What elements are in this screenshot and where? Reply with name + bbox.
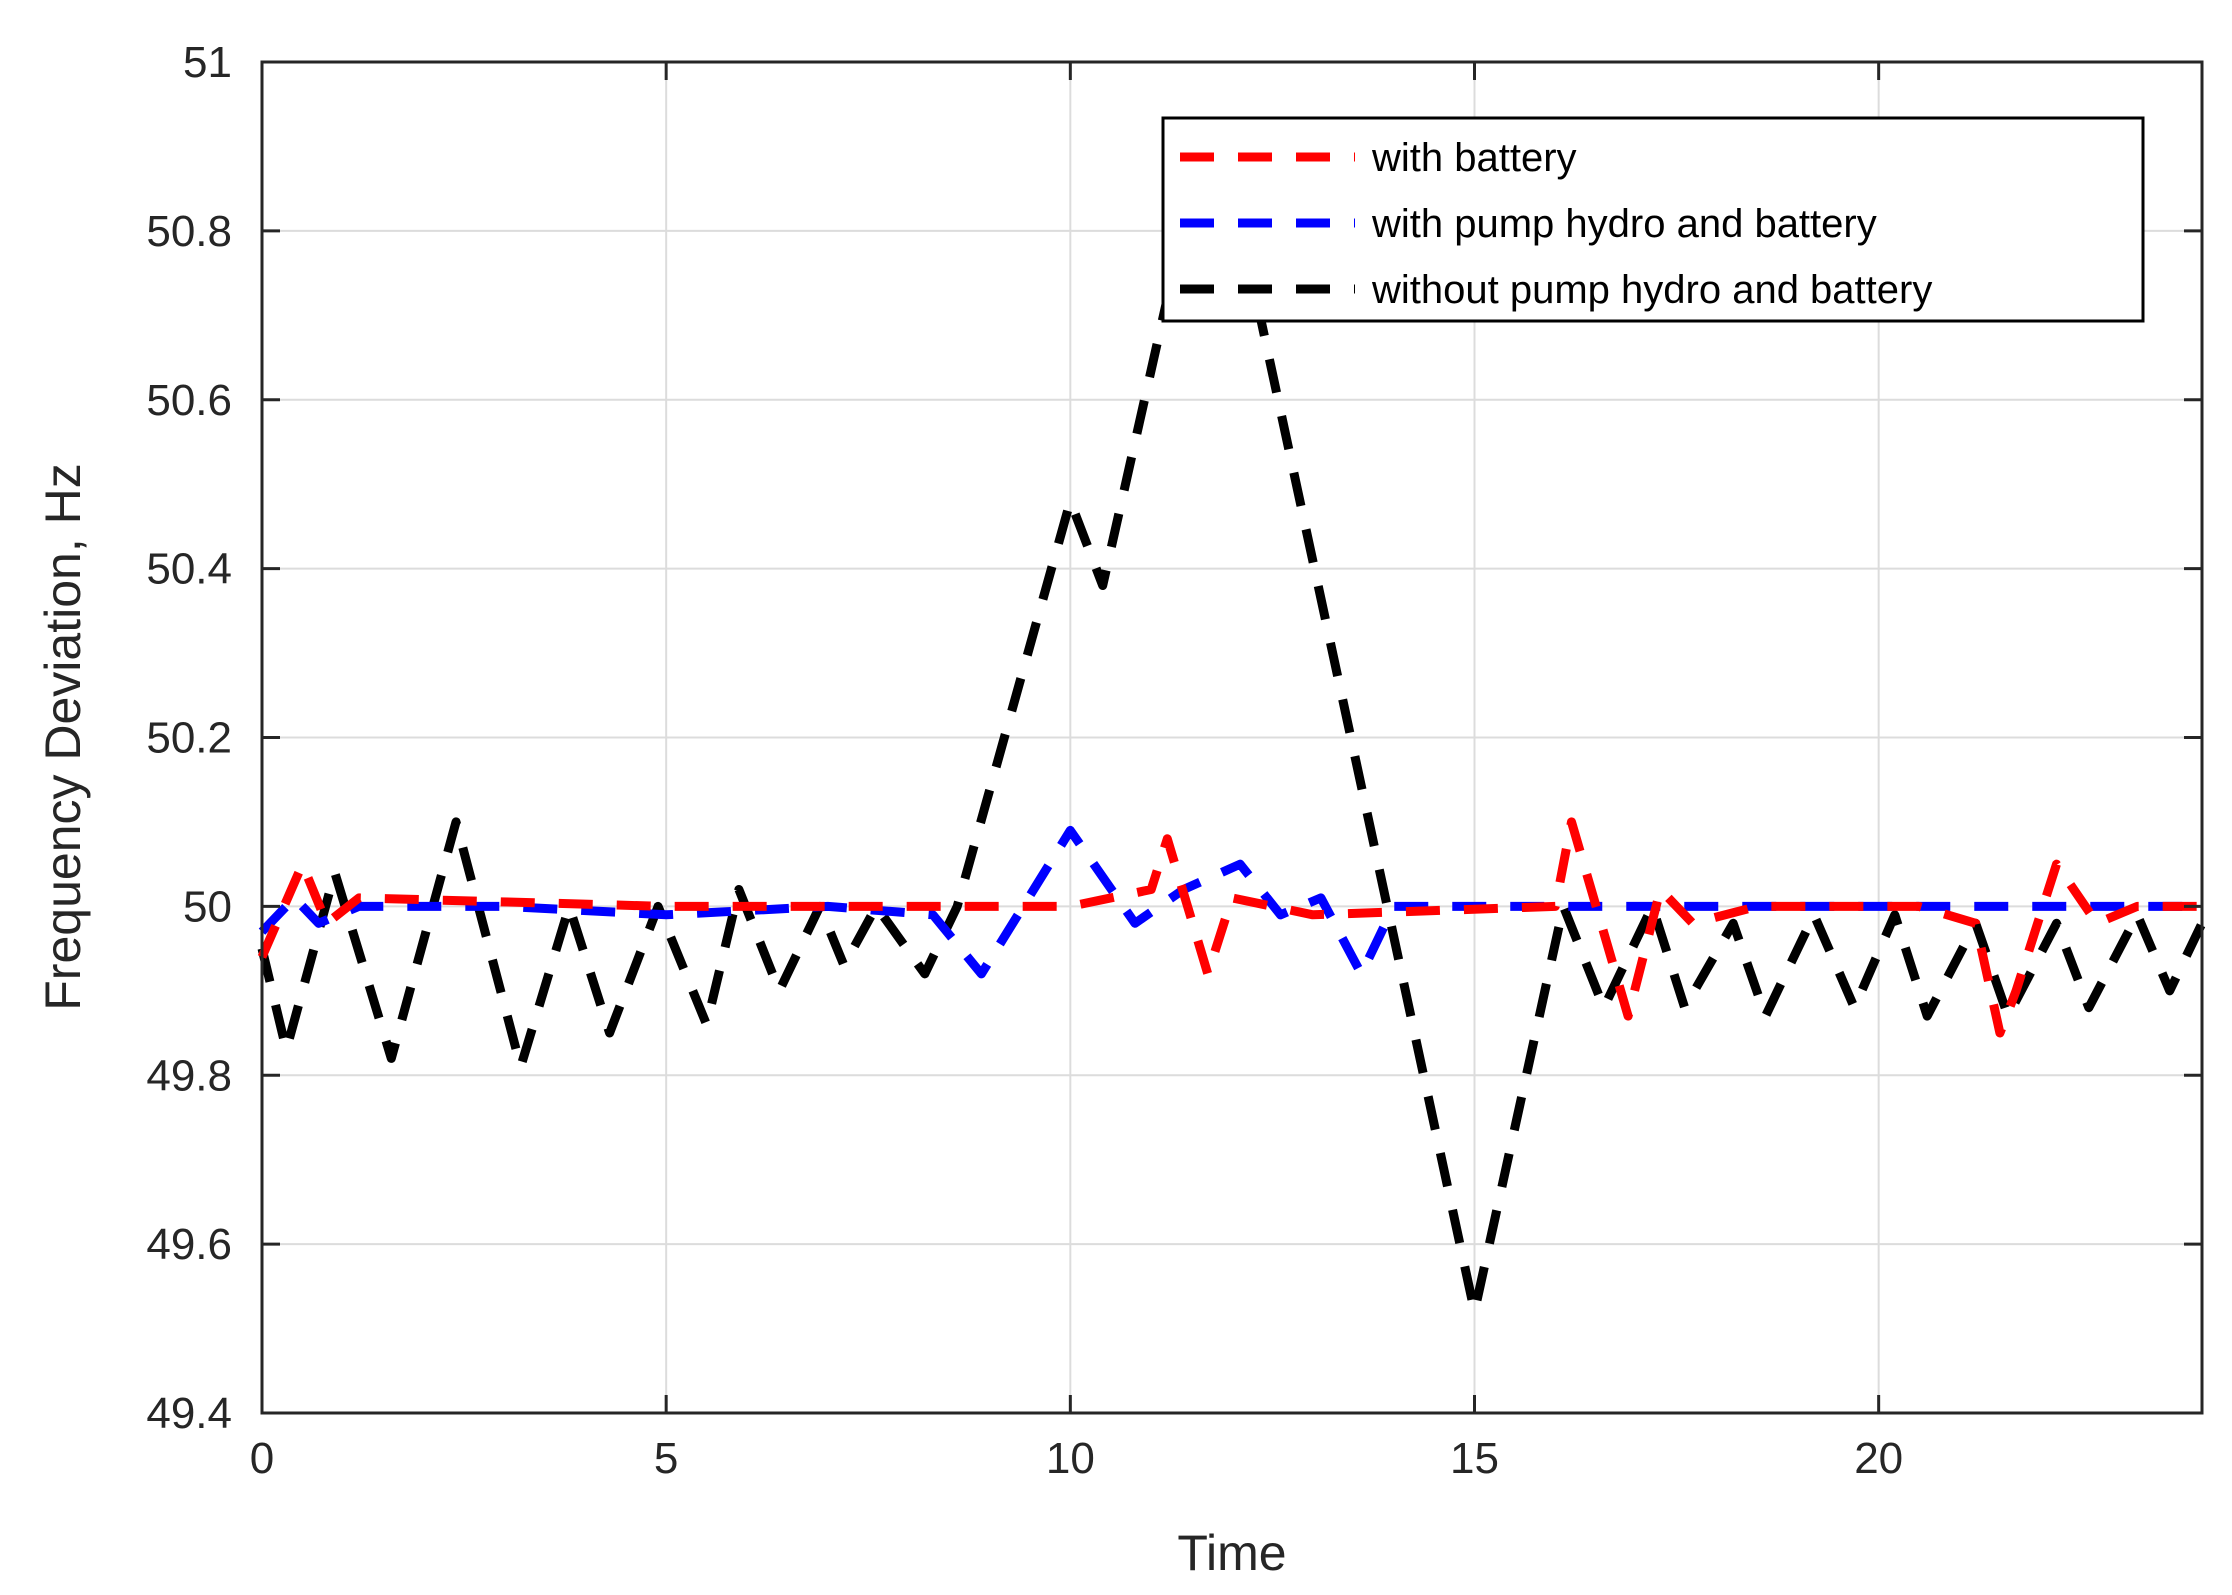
y-tick-label: 49.8: [146, 1051, 232, 1100]
x-tick-label: 5: [654, 1434, 678, 1483]
y-tick-label: 50.2: [146, 714, 232, 763]
series-line-1: [258, 825, 2202, 979]
y-axis-label: Frequency Deviation, Hz: [35, 463, 91, 1010]
x-axis-ticks: 0 5 10 15 20: [250, 62, 1903, 1483]
series-line-2: [257, 817, 2202, 1038]
y-tick-label: 50.4: [146, 545, 232, 594]
y-tick-label: 49.6: [146, 1220, 232, 1269]
x-tick-label: 20: [1854, 1434, 1903, 1483]
y-tick-label: 51: [183, 38, 232, 87]
x-tick-label: 15: [1450, 1434, 1499, 1483]
legend-label: with pump hydro and battery: [1371, 202, 1877, 246]
y-tick-label: 50.8: [146, 207, 232, 256]
y-tick-label: 50.6: [146, 376, 232, 425]
y-tick-label: 50: [183, 882, 232, 931]
x-tick-label: 0: [250, 1434, 274, 1483]
legend-label: with battery: [1371, 136, 1577, 180]
x-axis-label: Time: [1177, 1525, 1286, 1581]
y-axis-ticks: 49.4 49.6 49.8 50 50.2 50.4 50.6 50.8 51: [146, 38, 2202, 1438]
y-tick-label: 49.4: [146, 1389, 232, 1438]
legend: with battery with pump hydro and battery w…: [1161, 116, 2145, 323]
x-tick-label: 10: [1046, 1434, 1095, 1483]
legend-label: without pump hydro and battery: [1371, 268, 1932, 312]
